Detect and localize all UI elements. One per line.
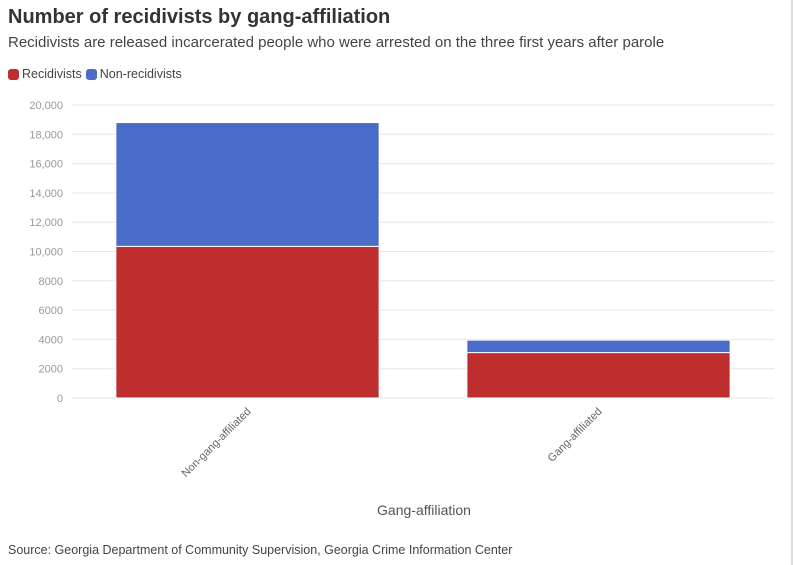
y-tick-label: 2000 (39, 364, 63, 376)
y-tick-label: 0 (57, 393, 63, 405)
bars (115, 122, 731, 399)
bar-recidivists-1[interactable] (466, 352, 731, 399)
y-tick-label: 10,000 (29, 247, 63, 259)
legend-item-recidivists[interactable]: Recidivists (8, 67, 82, 81)
y-tick-label: 8000 (39, 276, 63, 288)
y-tick-label: 14,000 (29, 188, 63, 200)
y-tick-label: 6000 (39, 305, 63, 317)
x-axis-label: Gang-affiliation (377, 502, 471, 518)
legend-label-non-recidivists: Non-recidivists (99, 67, 182, 81)
y-tick-label: 20,000 (29, 100, 63, 112)
legend-item-non-recidivists[interactable]: Non-recidivists (85, 67, 182, 81)
y-tick-label: 18,000 (29, 129, 63, 141)
bar-recidivists-0[interactable] (115, 245, 380, 399)
y-tick-label: 12,000 (29, 217, 63, 229)
bar-non-recidivists-0[interactable] (115, 122, 380, 247)
chart-title: Number of recidivists by gang-affiliatio… (8, 6, 391, 28)
y-axis: 0 2000 4000 6000 8000 10,000 12,000 14,000 16,00… (29, 100, 63, 405)
legend-swatch-non-recidivists (85, 68, 97, 80)
x-tick-label: Gang-affiliated (546, 406, 605, 465)
legend-label-recidivists: Recidivists (22, 67, 82, 81)
chart-subtitle: Recidivists are released incarcerated pe… (8, 34, 665, 51)
legend: Recidivists Non-recidivists (8, 67, 186, 81)
y-tick-label: 4000 (39, 334, 63, 346)
y-tick-label: 16,000 (29, 159, 63, 171)
legend-swatch-recidivists (8, 68, 19, 80)
frame-border (791, 0, 793, 565)
x-axis: Non-gang-affiliated Gang-affiliated (180, 406, 605, 480)
source-note: Source: Georgia Department of Community … (8, 543, 513, 557)
bar-non-recidivists-1[interactable] (466, 339, 731, 354)
x-tick-label: Non-gang-affiliated (180, 406, 254, 480)
